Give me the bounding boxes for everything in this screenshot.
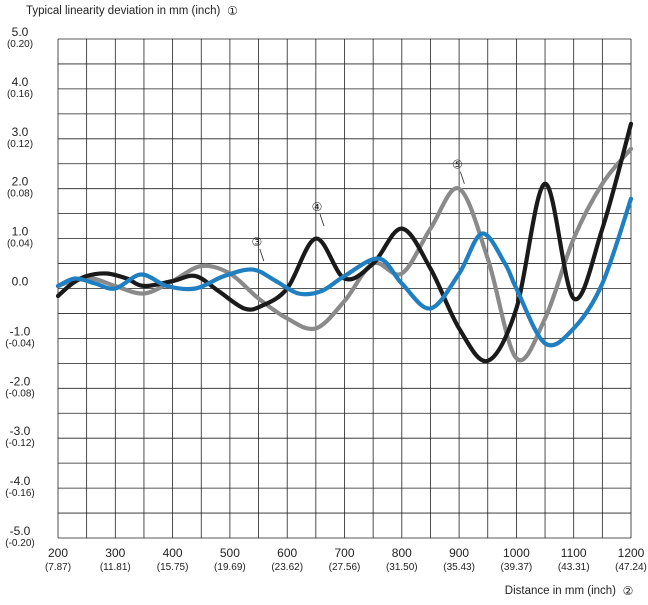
x-axis-title: Distance in mm (inch) bbox=[505, 585, 616, 597]
x-tick-sublabel: (7.87) bbox=[45, 562, 71, 573]
y-tick-label: -3.0 bbox=[10, 424, 31, 438]
x-tick-label: 200 bbox=[48, 546, 68, 560]
series-callouts: ⑤ ④ ③ bbox=[251, 158, 465, 262]
y-tick-label: 1.0 bbox=[12, 225, 29, 239]
x-tick-sublabel: (23.62) bbox=[271, 562, 303, 573]
series-callout-3: ③ bbox=[251, 235, 262, 249]
y-tick-label: 5.0 bbox=[12, 25, 29, 39]
series-callout-5: ⑤ bbox=[452, 158, 463, 172]
y-tick-sublabel: (-0.08) bbox=[5, 388, 34, 399]
series-lines bbox=[55, 121, 634, 364]
x-tick-sublabel: (11.81) bbox=[100, 562, 131, 573]
y-tick-sublabel: (0.08) bbox=[7, 189, 33, 200]
x-tick-label: 1200 bbox=[618, 546, 645, 560]
series-line-3 bbox=[55, 196, 634, 348]
x-tick-label: 300 bbox=[105, 546, 125, 560]
x-tick-sublabel: (19.69) bbox=[214, 562, 246, 573]
x-tick-label: 400 bbox=[163, 546, 183, 560]
y-tick-label: -2.0 bbox=[10, 374, 31, 388]
x-tick-label: 800 bbox=[392, 546, 412, 560]
y-tick-label: 0.0 bbox=[12, 275, 29, 289]
x-tick-label: 700 bbox=[334, 546, 354, 560]
series-callout-4: ④ bbox=[312, 200, 323, 214]
x-tick-label: 500 bbox=[220, 546, 240, 560]
y-tick-sublabel: (0.04) bbox=[7, 239, 33, 250]
series-line-5 bbox=[55, 146, 634, 363]
x-tick-sublabel: (15.75) bbox=[157, 562, 189, 573]
y-tick-sublabel: (0.20) bbox=[7, 39, 33, 50]
x-tick-label: 900 bbox=[449, 546, 469, 560]
y-tick-label: 2.0 bbox=[12, 175, 29, 189]
x-axis-title-marker: ② bbox=[623, 584, 634, 598]
x-tick-label: 1000 bbox=[503, 546, 530, 560]
y-tick-label: 3.0 bbox=[12, 125, 29, 139]
y-tick-label: -4.0 bbox=[10, 474, 31, 488]
y-tick-sublabel: (-0.20) bbox=[5, 538, 34, 549]
y-tick-sublabel: (-0.04) bbox=[5, 338, 34, 349]
y-tick-sublabel: (-0.12) bbox=[5, 438, 34, 449]
series-callout-leader bbox=[319, 214, 325, 227]
y-axis-title-marker: ① bbox=[227, 4, 238, 18]
x-tick-sublabel: (35.43) bbox=[443, 562, 475, 573]
y-tick-sublabel: (0.16) bbox=[7, 89, 33, 100]
tick-labels: 5.0(0.20)4.0(0.16)3.0(0.12)2.0(0.08)1.0(… bbox=[5, 25, 647, 573]
series-line-4 bbox=[55, 121, 634, 364]
y-axis-title: Typical linearity deviation in mm (inch) bbox=[26, 5, 220, 17]
series-callout-leader bbox=[259, 248, 265, 262]
x-tick-sublabel: (47.24) bbox=[615, 562, 647, 573]
x-tick-sublabel: (31.50) bbox=[386, 562, 418, 573]
x-tick-sublabel: (39.37) bbox=[501, 562, 533, 573]
y-tick-sublabel: (0.12) bbox=[7, 139, 33, 150]
y-tick-label: 4.0 bbox=[12, 75, 29, 89]
x-tick-sublabel: (43.31) bbox=[558, 562, 590, 573]
x-tick-sublabel: (27.56) bbox=[329, 562, 361, 573]
y-tick-label: -5.0 bbox=[10, 524, 31, 538]
series-callout-leader bbox=[460, 171, 465, 184]
y-tick-label: -1.0 bbox=[10, 324, 31, 338]
x-tick-label: 1100 bbox=[561, 546, 587, 560]
y-tick-sublabel: (-0.16) bbox=[5, 488, 34, 499]
grid bbox=[57, 38, 632, 539]
x-tick-label: 600 bbox=[277, 546, 297, 560]
